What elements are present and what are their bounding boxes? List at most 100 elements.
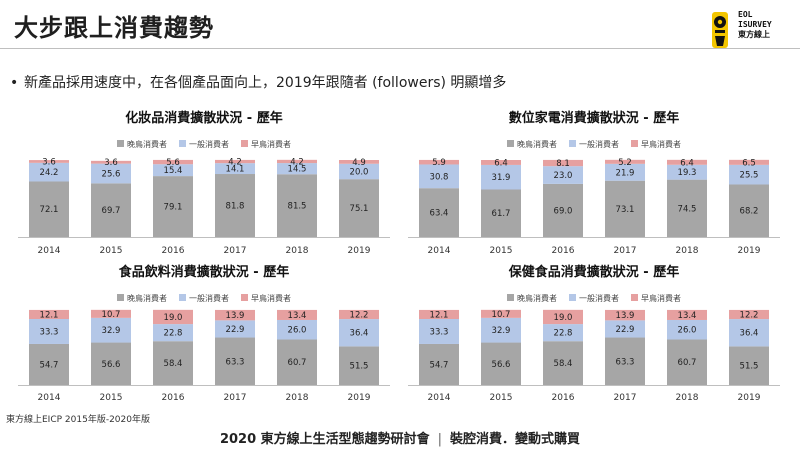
- bar-general-2017: [215, 163, 255, 175]
- x-tick-label-2014: 2014: [428, 393, 451, 403]
- chart-title: 數位家電消費擴散狀況 - 歷年: [509, 110, 679, 126]
- bar-early-2015: [91, 160, 131, 164]
- data-label-general-2015: 25.6: [102, 169, 121, 179]
- eol-isurvey-logo: [712, 12, 728, 48]
- data-label-general-2016: 22.8: [554, 329, 573, 339]
- data-label-early-2017: 4.2: [228, 158, 242, 168]
- data-label-late-2016: 58.4: [164, 359, 183, 369]
- bar-late-2014: [419, 343, 459, 385]
- bar-general-2018: [277, 163, 317, 175]
- x-tick-label-2016: 2016: [552, 246, 575, 256]
- data-label-early-2015: 10.7: [492, 310, 511, 320]
- bar-late-2014: [419, 188, 459, 237]
- data-label-late-2017: 63.3: [226, 357, 245, 367]
- bar-late-2018: [277, 339, 317, 385]
- data-label-general-2015: 31.9: [492, 173, 511, 183]
- chart-title: 保健食品消費擴散狀況 - 歷年: [508, 264, 679, 280]
- bar-early-2016: [153, 309, 193, 325]
- legend-swatch-early: [241, 294, 248, 301]
- legend-label-general: 一般消費者: [579, 293, 619, 303]
- data-label-early-2017: 13.9: [226, 311, 245, 321]
- x-tick-label-2018: 2018: [676, 393, 699, 403]
- data-label-early-2014: 5.9: [432, 158, 446, 168]
- source-note: 東方線上EICP 2015年版-2020年版: [6, 415, 150, 425]
- data-label-late-2019: 68.2: [740, 207, 759, 217]
- bar-early-2019: [729, 309, 769, 320]
- data-label-early-2019: 6.5: [742, 158, 756, 168]
- chart-legend: 晚鳥消費者 一般消費者 早鳥消費者: [117, 293, 291, 303]
- bar-early-2016: [543, 309, 583, 325]
- data-label-general-2017: 21.9: [616, 168, 635, 178]
- data-label-early-2015: 3.6: [104, 158, 118, 168]
- data-label-general-2018: 14.5: [288, 165, 307, 175]
- data-label-early-2017: 5.2: [618, 158, 632, 168]
- legend-label-general: 一般消費者: [189, 139, 229, 149]
- data-label-late-2018: 60.7: [288, 358, 307, 368]
- x-tick-label-2015: 2015: [100, 246, 123, 256]
- data-label-early-2016: 19.0: [554, 313, 573, 323]
- bar-general-2019: [729, 164, 769, 185]
- data-label-late-2015: 56.6: [102, 360, 121, 370]
- bar-early-2016: [543, 159, 583, 167]
- data-label-early-2016: 19.0: [164, 313, 183, 323]
- bar-general-2019: [729, 319, 769, 347]
- bar-late-2016: [543, 341, 583, 385]
- bar-early-2018: [667, 159, 707, 165]
- bar-general-2018: [667, 164, 707, 180]
- footer-right: 裝腔消費．變動式購買: [450, 432, 581, 447]
- data-label-early-2014: 12.1: [430, 310, 449, 320]
- x-tick-label-2015: 2015: [490, 393, 513, 403]
- bar-late-2015: [91, 183, 131, 237]
- bar-general-2019: [339, 319, 379, 347]
- x-tick-label-2014: 2014: [428, 246, 451, 256]
- x-tick-label-2017: 2017: [224, 393, 247, 403]
- bar-general-2017: [605, 163, 645, 181]
- bullet-text: 新產品採用速度中，在各個產品面向上，2019年跟隨者 (followers) 明…: [24, 75, 507, 91]
- x-tick-label-2016: 2016: [552, 393, 575, 403]
- legend-swatch-general: [569, 294, 576, 301]
- data-label-late-2015: 69.7: [102, 206, 121, 216]
- bar-general-2014: [419, 319, 459, 344]
- bar-general-2016: [153, 164, 193, 177]
- legend-swatch-early: [631, 140, 638, 147]
- legend-swatch-early: [241, 140, 248, 147]
- data-label-early-2019: 4.9: [352, 158, 366, 168]
- bar-late-2019: [729, 184, 769, 237]
- legend-label-late: 晚鳥消費者: [517, 293, 557, 303]
- data-label-early-2018: 13.4: [678, 311, 697, 321]
- bar-early-2017: [605, 309, 645, 321]
- data-label-general-2014: 33.3: [40, 327, 59, 337]
- bar-early-2015: [481, 160, 521, 165]
- x-tick-label-2019: 2019: [738, 246, 761, 256]
- bar-late-2017: [215, 337, 255, 385]
- data-label-general-2019: 20.0: [350, 167, 369, 177]
- bar-late-2015: [481, 189, 521, 237]
- bar-late-2017: [605, 337, 645, 385]
- bar-late-2016: [153, 176, 193, 237]
- data-label-general-2014: 33.3: [430, 327, 449, 337]
- data-label-late-2015: 56.6: [492, 360, 511, 370]
- data-label-general-2018: 19.3: [678, 168, 697, 178]
- bar-general-2015: [91, 317, 131, 343]
- bar-general-2017: [605, 320, 645, 338]
- bar-early-2017: [605, 159, 645, 164]
- bar-general-2015: [91, 163, 131, 184]
- legend-label-late: 晚鳥消費者: [517, 139, 557, 149]
- bar-late-2016: [543, 183, 583, 237]
- data-label-early-2016: 5.6: [166, 158, 180, 168]
- data-label-late-2016: 58.4: [554, 359, 573, 369]
- bar-early-2018: [667, 309, 707, 320]
- chart-legend: 晚鳥消費者 一般消費者 早鳥消費者: [117, 139, 291, 149]
- legend-swatch-general: [179, 140, 186, 147]
- logo-text: EOL ISURVEY 東方線上: [738, 10, 772, 40]
- bar-early-2019: [339, 160, 379, 164]
- data-label-late-2016: 69.0: [554, 206, 573, 216]
- x-tick-label-2016: 2016: [162, 246, 185, 256]
- data-label-early-2019: 12.2: [350, 311, 369, 321]
- chart-title: 化妝品消費擴散狀況 - 歷年: [125, 110, 282, 126]
- footer-separator: |: [437, 432, 443, 447]
- data-label-general-2017: 22.9: [616, 325, 635, 335]
- data-label-general-2014: 30.8: [430, 172, 449, 182]
